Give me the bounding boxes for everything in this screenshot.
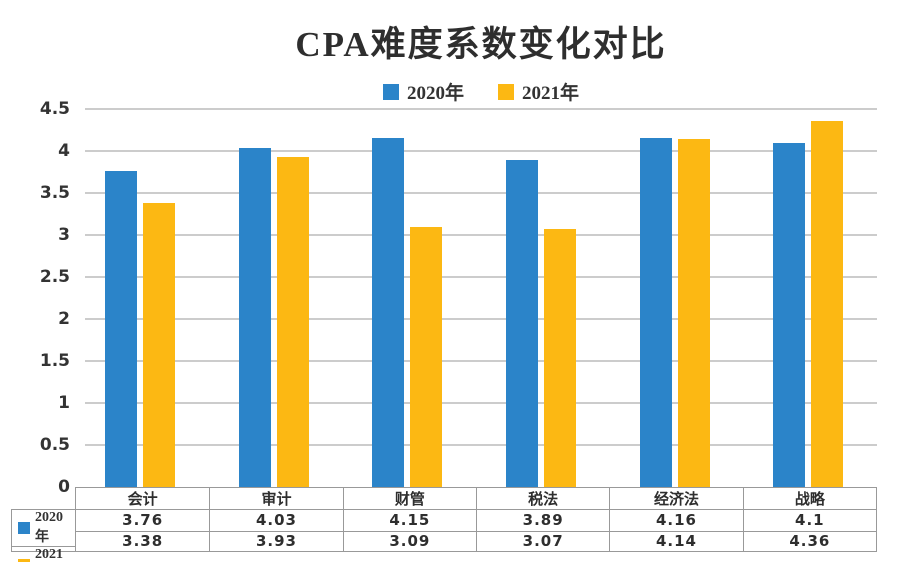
table-cell-2021年-税法: 3.07 — [475, 530, 610, 551]
data-table-header-row: 会计 审计 财管 税法 经济法 战略 — [75, 487, 877, 510]
table-cell-2021年-会计: 3.38 — [76, 530, 210, 552]
y-axis-tick-label: 3.5 — [39, 183, 70, 203]
bar-2021年-会计 — [143, 203, 175, 487]
bar-2021年-经济法 — [678, 139, 710, 487]
legend-swatch-icon — [498, 83, 514, 100]
table-cell-2020年-经济法: 4.16 — [609, 510, 742, 531]
bar-2020年-财管 — [372, 138, 404, 487]
gridline-3 — [85, 234, 877, 236]
table-cell-2021年-经济法: 4.14 — [609, 530, 743, 551]
table-row-label-2020年: 2020年 — [12, 510, 75, 546]
y-axis-tick-label: 4 — [58, 141, 70, 161]
y-axis-tick-label: 2.5 — [39, 267, 70, 287]
legend-label: 2020年 — [406, 83, 464, 104]
table-header-cell-审计: 审计 — [209, 488, 342, 509]
bar-2020年-战略 — [773, 143, 805, 487]
data-table-row-labels: 2020年 2021年 — [11, 509, 75, 562]
legend-label: 2021年 — [522, 83, 580, 104]
gridline-4.5 — [85, 108, 877, 110]
row-label-text: 2021年 — [35, 547, 63, 562]
chart-legend: 2020年 2021年 — [85, 78, 877, 105]
gridline-3.5 — [85, 192, 877, 194]
table-cell-2020年-审计: 4.03 — [209, 510, 342, 531]
table-cell-2020年-财管: 4.15 — [342, 510, 476, 531]
table-header-cell-会计: 会计 — [127, 491, 158, 508]
chart-title: CPA难度系数变化对比 — [295, 25, 667, 64]
table-cell-2021年-财管: 3.09 — [342, 530, 476, 551]
y-axis-tick-label: 2 — [58, 309, 70, 329]
table-header-cell-经济法: 经济法 — [609, 488, 742, 509]
gridline-0.5 — [85, 444, 877, 446]
gridline-1 — [85, 402, 877, 404]
y-axis-tick-label: 3 — [58, 225, 70, 245]
bar-2020年-会计 — [105, 171, 137, 487]
gridline-1.5 — [85, 360, 877, 362]
table-header-cell-战略: 战略 — [742, 488, 876, 509]
legend-item-2021年: 2021年 — [498, 78, 579, 105]
table-cell-2020年-税法: 3.89 — [475, 510, 609, 531]
row-label-swatch-icon — [18, 559, 30, 562]
table-header-cell-税法: 税法 — [475, 488, 609, 509]
legend-swatch-icon — [382, 83, 399, 100]
table-row-label-2021年: 2021年 — [12, 546, 75, 562]
bar-2020年-税法 — [506, 160, 538, 487]
bar-2021年-财管 — [410, 227, 442, 487]
row-label-text: 2020年 — [35, 510, 63, 545]
y-axis-tick-label: 1 — [58, 393, 70, 413]
y-axis-tick-label: 4.5 — [39, 99, 70, 119]
gridline-2.5 — [85, 276, 877, 278]
y-axis-tick-label: 0.5 — [39, 435, 70, 455]
table-cell-2021年-战略: 4.36 — [742, 530, 876, 551]
table-cell-2020年-战略: 4.1 — [742, 510, 876, 531]
table-cell-2021年-审计: 3.93 — [209, 530, 343, 551]
table-cell-2020年-会计: 3.76 — [122, 511, 164, 530]
table-header-cell-财管: 财管 — [342, 488, 476, 509]
gridline-2 — [85, 318, 877, 320]
legend-item-2020年: 2020年 — [382, 78, 464, 105]
bar-2020年-审计 — [239, 148, 271, 487]
gridline-4 — [85, 150, 877, 152]
y-axis-tick-label: 0 — [58, 477, 70, 497]
bar-2021年-税法 — [544, 229, 576, 487]
bar-2021年-战略 — [811, 121, 843, 487]
data-table-body: 3.76 4.03 4.15 3.89 4.16 4.1 3.38 3.93 3.09 3.07 4… — [75, 509, 877, 552]
row-label-swatch-icon — [18, 522, 30, 534]
y-axis-tick-label: 1.5 — [39, 351, 70, 371]
bar-2020年-经济法 — [640, 138, 672, 487]
bar-2021年-审计 — [277, 157, 309, 487]
